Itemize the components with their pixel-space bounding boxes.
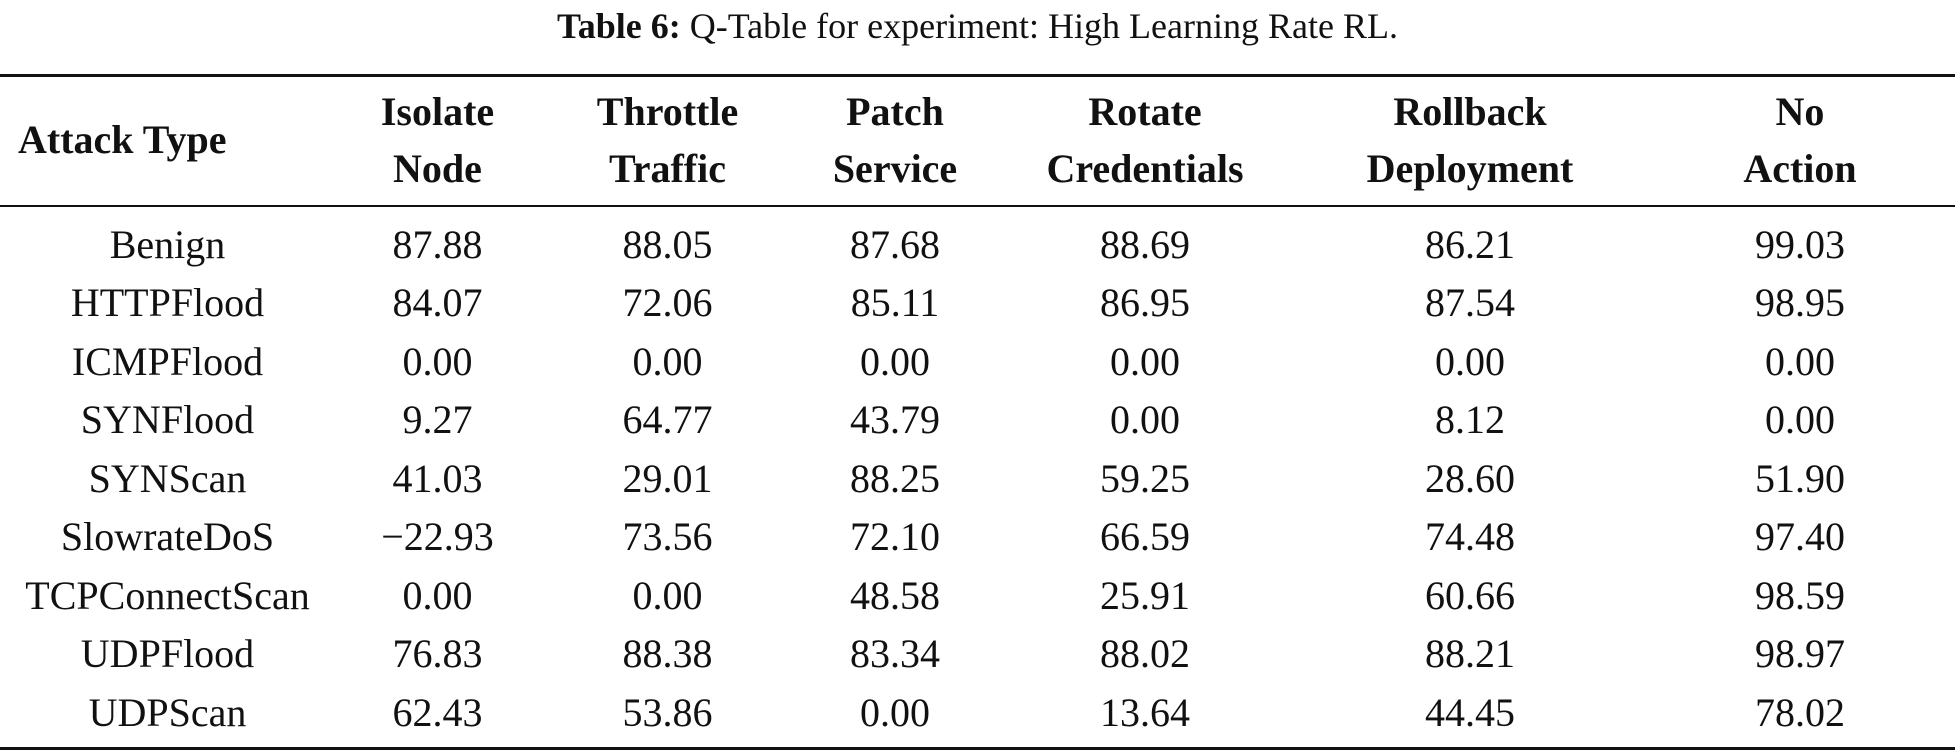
cell-rollback-deployment: 88.21 [1425,631,1515,677]
cell-throttle-traffic: 0.00 [632,338,703,384]
cell-no-action: 51.90 [1755,455,1845,501]
cell-rollback-deployment: 86.21 [1425,221,1515,267]
table-row: UDPScan 62.43 53.86 0.00 13.64 44.45 78.02 [0,683,1955,742]
header-rollback-deployment: Rollback Deployment [1366,88,1574,191]
cell-isolate-node: 62.43 [392,689,483,735]
cell-throttle-traffic: 88.38 [622,631,713,677]
cell-rollback-deployment: 60.66 [1425,572,1515,618]
cell-attack-type: ICMPFlood [71,338,264,384]
cell-attack-type: UDPFlood [80,631,255,677]
cell-patch-service: 85.11 [850,280,940,326]
cell-isolate-node: 84.07 [392,280,483,326]
cell-attack-type: Benign [109,221,226,267]
q-table: Attack Type Isolate Node Throttle Traffi… [0,74,1955,742]
cell-patch-service: 88.25 [850,455,940,501]
cell-isolate-node: −22.93 [381,514,494,560]
table-row: SYNFlood 9.27 64.77 43.79 0.00 8.12 0.00 [0,391,1955,450]
cell-patch-service: 87.68 [850,221,940,267]
table-row: SYNScan 41.03 29.01 88.25 59.25 28.60 51.90 [0,449,1955,508]
cell-throttle-traffic: 72.06 [622,280,713,326]
cell-no-action: 98.97 [1755,631,1845,677]
cell-no-action: 0.00 [1765,338,1835,384]
header-isolate-node: Isolate Node [380,88,495,191]
cell-isolate-node: 0.00 [402,572,473,618]
cell-isolate-node: 87.88 [392,221,483,267]
cell-attack-type: UDPScan [88,689,247,735]
table-top-rule [0,74,1955,77]
header-attack-type: Attack Type [18,117,227,162]
table-row: ICMPFlood 0.00 0.00 0.00 0.00 0.00 0.00 [0,332,1955,391]
table-row: HTTPFlood 84.07 72.06 85.11 86.95 87.54 98.95 [0,274,1955,333]
cell-patch-service: 0.00 [860,689,930,735]
header-throttle-traffic: Throttle Traffic [596,88,739,191]
cell-isolate-node: 41.03 [392,455,483,501]
header-patch-service: Patch Service [832,88,958,191]
cell-rollback-deployment: 8.12 [1435,397,1505,443]
cell-attack-type: TCPConnectScan [25,572,310,618]
cell-throttle-traffic: 64.77 [622,397,713,443]
cell-isolate-node: 9.27 [402,397,473,443]
cell-throttle-traffic: 73.56 [622,514,713,560]
cell-isolate-node: 76.83 [392,631,483,677]
cell-attack-type: SYNFlood [80,397,255,443]
table-row: SlowrateDoS −22.93 73.56 72.10 66.59 74.48 97.… [0,508,1955,567]
cell-rollback-deployment: 0.00 [1435,338,1505,384]
cell-rotate-credentials: 59.25 [1100,455,1190,501]
cell-rotate-credentials: 88.02 [1100,631,1190,677]
cell-patch-service: 43.79 [850,397,940,443]
cell-rotate-credentials: 0.00 [1110,397,1180,443]
cell-rotate-credentials: 66.59 [1100,514,1190,560]
table-header-row: Attack Type Isolate Node Throttle Traffi… [0,74,1955,205]
header-no-action: No Action [1743,88,1857,191]
cell-no-action: 98.59 [1755,572,1845,618]
cell-patch-service: 0.00 [860,338,930,384]
cell-no-action: 0.00 [1765,397,1835,443]
cell-attack-type: SlowrateDoS [60,514,275,560]
table-body: Benign 87.88 88.05 87.68 88.69 86.21 99.03 HTTP… [0,205,1955,742]
cell-throttle-traffic: 53.86 [622,689,713,735]
cell-no-action: 99.03 [1755,221,1845,267]
cell-throttle-traffic: 88.05 [622,221,713,267]
table-row: UDPFlood 76.83 88.38 83.34 88.02 88.21 98.97 [0,625,1955,684]
cell-rollback-deployment: 44.45 [1425,689,1515,735]
cell-patch-service: 83.34 [850,631,940,677]
table-caption-text: Q-Table for experiment: High Learning Ra… [689,6,1398,46]
cell-rotate-credentials: 0.00 [1110,338,1180,384]
table-bottom-rule [0,747,1955,750]
cell-no-action: 97.40 [1755,514,1845,560]
cell-throttle-traffic: 29.01 [622,455,713,501]
cell-no-action: 98.95 [1755,280,1845,326]
cell-rollback-deployment: 74.48 [1425,514,1515,560]
table-header-rule [0,205,1955,207]
cell-rotate-credentials: 86.95 [1100,280,1190,326]
cell-rollback-deployment: 87.54 [1425,280,1515,326]
header-rotate-credentials: Rotate Credentials [1046,88,1244,191]
cell-rollback-deployment: 28.60 [1425,455,1515,501]
table-caption: Table 6: Q-Table for experiment: High Le… [0,6,1955,46]
cell-patch-service: 48.58 [850,572,940,618]
cell-throttle-traffic: 0.00 [632,572,703,618]
cell-rotate-credentials: 13.64 [1100,689,1190,735]
cell-attack-type: HTTPFlood [70,280,265,326]
table-caption-label: Table 6: [557,6,681,46]
cell-rotate-credentials: 88.69 [1100,221,1190,267]
table-row: Benign 87.88 88.05 87.68 88.69 86.21 99.03 [0,205,1955,274]
cell-attack-type: SYNScan [88,455,247,501]
cell-isolate-node: 0.00 [402,338,473,384]
cell-no-action: 78.02 [1755,689,1845,735]
table-row: TCPConnectScan 0.00 0.00 48.58 25.91 60.66 98.… [0,566,1955,625]
cell-patch-service: 72.10 [850,514,940,560]
cell-rotate-credentials: 25.91 [1100,572,1190,618]
